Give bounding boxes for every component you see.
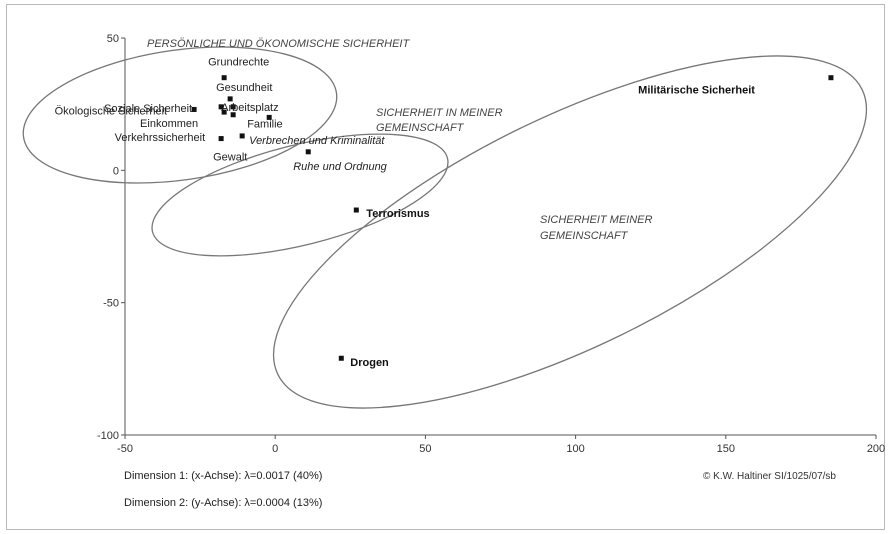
data-point-label: Verkehrssicherheit [115, 132, 206, 144]
data-point [218, 136, 224, 142]
data-point-label: Gewalt [213, 152, 247, 164]
y-tick-label: 50 [107, 33, 119, 45]
data-point [338, 355, 344, 361]
x-tick-label: -50 [117, 443, 133, 455]
data-point [239, 133, 245, 139]
x-tick-label: 200 [867, 443, 885, 455]
data-point [221, 75, 227, 81]
y-tick-label: -50 [103, 298, 119, 310]
y-tick-label: 0 [113, 165, 119, 177]
data-point-label: Drogen [350, 357, 389, 369]
cluster-label-community-2: GEMEINSCHAFT [376, 122, 465, 134]
data-point-label: Soziale Sicherheit [104, 103, 192, 115]
data-point [305, 149, 311, 155]
data-point-label: Terrorismus [366, 208, 429, 220]
data-point [191, 106, 197, 112]
data-point [230, 104, 236, 110]
dimension-2-note: Dimension 2: (y-Achse): λ=0.0004 (13%) [124, 497, 323, 509]
x-tick-label: 100 [566, 443, 584, 455]
cluster-ellipse-community [151, 133, 449, 257]
data-point [218, 104, 224, 110]
y-tick-label: -100 [97, 430, 119, 442]
data-point-label: Grundrechte [208, 57, 269, 69]
data-point-label: Gesundheit [216, 82, 272, 94]
data-point [221, 109, 227, 115]
cluster-label-security-2: GEMEINSCHAFT [540, 230, 629, 242]
data-point-label: Verbrechen und Kriminalität [249, 135, 385, 147]
data-point [230, 112, 236, 118]
dimension-1-note: Dimension 1: (x-Achse): λ=0.0017 (40%) [124, 470, 323, 482]
cluster-label-security-1: SICHERHEIT MEINER [540, 214, 653, 226]
data-point-label: Familie [247, 118, 282, 130]
data-point-label: Einkommen [140, 118, 198, 130]
data-point [227, 96, 233, 102]
cluster-label-personal: PERSÖNLICHE UND ÖKONOMISCHE SICHERHEIT [147, 38, 410, 50]
cluster-label-community-1: SICHERHEIT IN MEINER [376, 107, 503, 119]
data-point [353, 207, 359, 213]
chart-frame [6, 4, 885, 530]
x-tick-label: 150 [717, 443, 735, 455]
cluster-ellipse-security [272, 55, 868, 409]
x-tick-label: 0 [272, 443, 278, 455]
data-point-label: Militärische Sicherheit [638, 85, 755, 97]
data-point-label: Ökologische Sicherheit [55, 105, 168, 117]
cluster-ellipse-personal [22, 46, 338, 184]
data-point [266, 114, 272, 120]
x-tick-label: 50 [419, 443, 431, 455]
data-point-label: Arbeitsplatz [221, 102, 278, 114]
copyright-note: © K.W. Haltiner SI/1025/07/sb [703, 471, 836, 482]
data-point [828, 75, 834, 81]
data-point-label: Ruhe und Ordnung [293, 161, 387, 173]
